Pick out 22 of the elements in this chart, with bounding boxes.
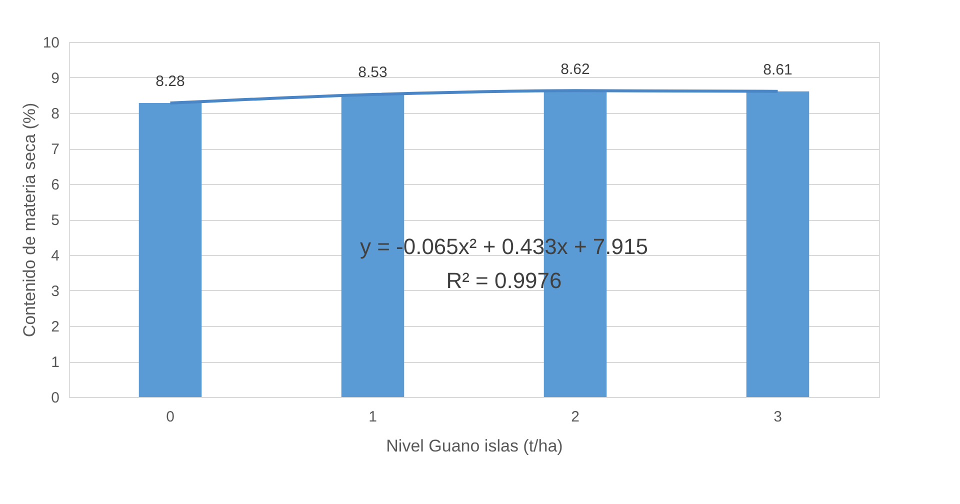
x-tick-label: 1 [368, 408, 377, 426]
y-tick-label: 0 [51, 390, 60, 406]
data-label: 8.53 [358, 64, 388, 82]
y-tick-label: 6 [51, 176, 60, 194]
x-tick-label: 2 [571, 408, 580, 426]
y-tick-label: 1 [51, 354, 60, 371]
data-label: 8.62 [560, 60, 590, 78]
y-tick-label: 3 [51, 283, 60, 300]
x-axis-title: Nivel Guano islas (t/ha) [386, 436, 563, 456]
data-label: 8.28 [156, 73, 185, 90]
x-tick-label: 0 [166, 408, 174, 426]
y-tick-label: 5 [51, 212, 60, 229]
y-tick-label: 8 [51, 106, 60, 122]
data-label: 8.61 [763, 61, 792, 78]
y-tick-label: 9 [51, 70, 60, 87]
x-tick-label: 3 [774, 408, 782, 426]
y-tick-label: 10 [42, 34, 60, 52]
y-tick-label: 4 [51, 248, 60, 264]
y-axis-title: Contenido de materia seca (%) [20, 102, 39, 338]
y-tick-label: 2 [51, 318, 60, 336]
line-series [168, 89, 780, 105]
y-tick-label: 7 [51, 141, 60, 158]
